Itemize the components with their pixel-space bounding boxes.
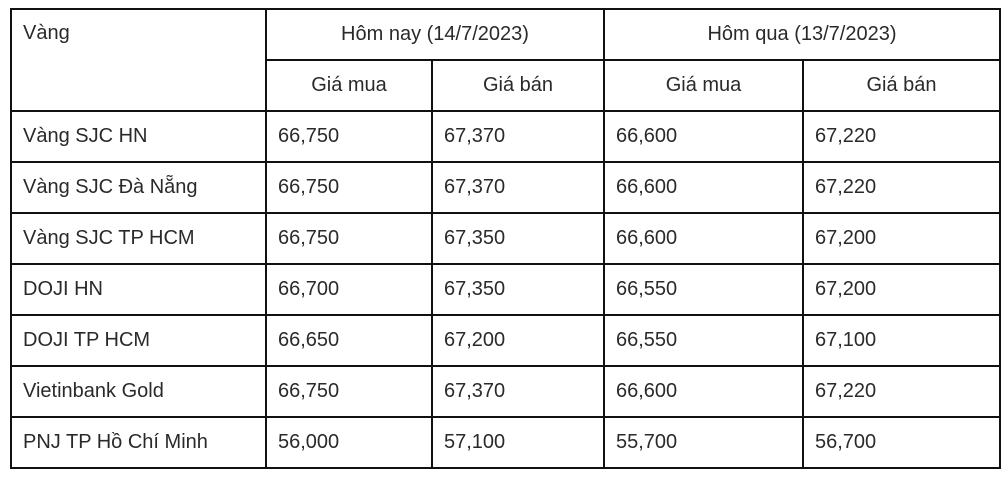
gold-price-table: Vàng Hôm nay (14/7/2023) Hôm qua (13/7/2… <box>10 8 1001 469</box>
today-sell-cell: 67,370 <box>431 365 605 418</box>
yesterday-sell-cell: 67,220 <box>802 161 1001 214</box>
yesterday-sell-cell: 56,700 <box>802 416 1001 469</box>
yesterday-buy-cell: 66,600 <box>603 110 804 163</box>
yesterday-buy-cell: 66,550 <box>603 263 804 316</box>
today-buy-cell: 66,750 <box>265 161 433 214</box>
yesterday-sell-cell: 67,200 <box>802 263 1001 316</box>
today-sell-cell: 67,200 <box>431 314 605 367</box>
header-today: Hôm nay (14/7/2023) <box>265 8 605 61</box>
header-yesterday-sell: Giá bán <box>802 59 1001 112</box>
table-row: DOJI TP HCM 66,650 67,200 66,550 67,100 <box>10 314 1001 367</box>
yesterday-buy-cell: 55,700 <box>603 416 804 469</box>
table-row: Vàng SJC HN 66,750 67,370 66,600 67,220 <box>10 110 1001 163</box>
yesterday-buy-cell: 66,550 <box>603 314 804 367</box>
header-gold-type: Vàng <box>10 8 267 112</box>
header-today-buy: Giá mua <box>265 59 433 112</box>
gold-name-cell: Vàng SJC HN <box>10 110 267 163</box>
today-buy-cell: 66,700 <box>265 263 433 316</box>
gold-name-cell: PNJ TP Hồ Chí Minh <box>10 416 267 469</box>
today-buy-cell: 66,750 <box>265 110 433 163</box>
yesterday-buy-cell: 66,600 <box>603 161 804 214</box>
gold-name-cell: Vàng SJC Đà Nẵng <box>10 161 267 214</box>
yesterday-buy-cell: 66,600 <box>603 365 804 418</box>
table-row: Vàng SJC TP HCM 66,750 67,350 66,600 67,200 <box>10 212 1001 265</box>
gold-name-cell: DOJI TP HCM <box>10 314 267 367</box>
today-buy-cell: 56,000 <box>265 416 433 469</box>
header-yesterday: Hôm qua (13/7/2023) <box>603 8 1001 61</box>
today-buy-cell: 66,750 <box>265 212 433 265</box>
yesterday-sell-cell: 67,200 <box>802 212 1001 265</box>
yesterday-sell-cell: 67,220 <box>802 110 1001 163</box>
table-row: DOJI HN 66,700 67,350 66,550 67,200 <box>10 263 1001 316</box>
today-buy-cell: 66,750 <box>265 365 433 418</box>
header-row: Vàng Hôm nay (14/7/2023) Hôm qua (13/7/2… <box>10 8 1001 112</box>
today-buy-cell: 66,650 <box>265 314 433 367</box>
gold-name-cell: Vietinbank Gold <box>10 365 267 418</box>
yesterday-sell-cell: 67,220 <box>802 365 1001 418</box>
today-sell-cell: 67,350 <box>431 263 605 316</box>
gold-name-cell: DOJI HN <box>10 263 267 316</box>
header-today-sell: Giá bán <box>431 59 605 112</box>
table-row: Vàng SJC Đà Nẵng 66,750 67,370 66,600 67,220 <box>10 161 1001 214</box>
yesterday-buy-cell: 66,600 <box>603 212 804 265</box>
table-row: Vietinbank Gold 66,750 67,370 66,600 67,220 <box>10 365 1001 418</box>
gold-name-cell: Vàng SJC TP HCM <box>10 212 267 265</box>
today-sell-cell: 67,350 <box>431 212 605 265</box>
yesterday-sell-cell: 67,100 <box>802 314 1001 367</box>
today-sell-cell: 57,100 <box>431 416 605 469</box>
subheader-row: Giá mua Giá bán Giá mua Giá bán <box>11 59 1001 112</box>
header-yesterday-buy: Giá mua <box>603 59 804 112</box>
today-sell-cell: 67,370 <box>431 110 605 163</box>
today-sell-cell: 67,370 <box>431 161 605 214</box>
table-row: PNJ TP Hồ Chí Minh 56,000 57,100 55,700 56,7… <box>10 416 1001 469</box>
